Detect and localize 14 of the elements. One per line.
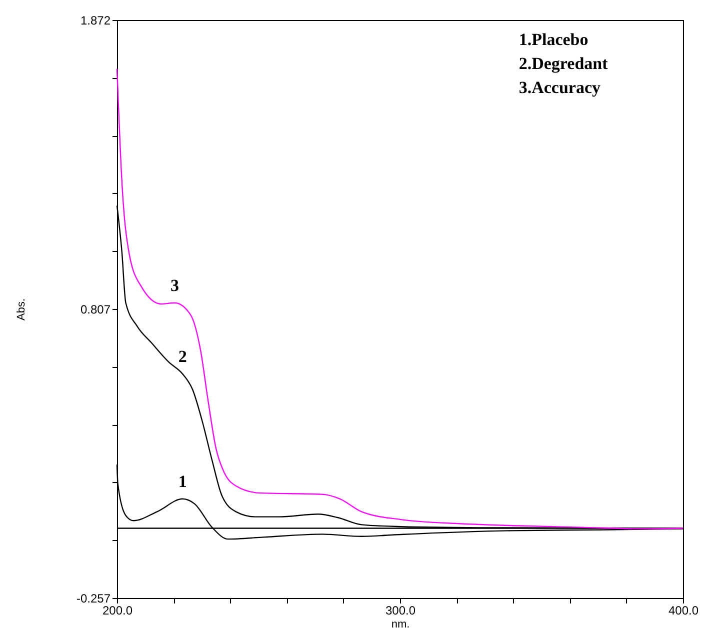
series-label: 2: [178, 347, 187, 366]
annotation: 3.Accuracy: [518, 78, 602, 97]
y-tick-label: 1.872: [80, 14, 111, 28]
x-tick-label: 400.0: [668, 604, 699, 618]
annotation: 2.Degredant: [518, 54, 608, 73]
x-tick-label: 200.0: [102, 604, 133, 618]
y-tick-label: 0.807: [80, 302, 111, 317]
annotation: 1.Placebo: [518, 30, 588, 49]
x-axis-title: nm.: [391, 618, 410, 630]
y-tick-label: -0.257: [76, 592, 111, 606]
series-label: 1: [178, 472, 187, 491]
x-tick-label: 300.0: [385, 604, 416, 618]
y-axis-title: Abs.: [15, 298, 28, 321]
series-label: 3: [170, 276, 179, 295]
